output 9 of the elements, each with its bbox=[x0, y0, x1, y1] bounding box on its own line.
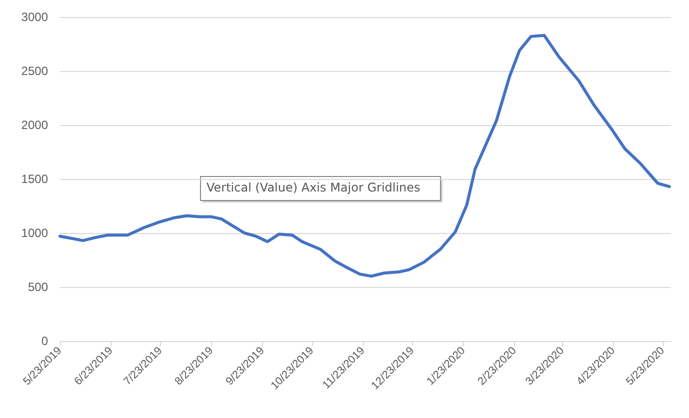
annotation: Vertical (Value) Axis Major Gridlines bbox=[206, 180, 420, 194]
line-series bbox=[58, 34, 671, 278]
y-tick-label: 3000 bbox=[21, 10, 48, 24]
y-tick-label: 1500 bbox=[21, 172, 48, 186]
y-tick-label: 2000 bbox=[21, 118, 48, 132]
y-tick-label: 500 bbox=[28, 280, 48, 294]
y-tick-label: 2500 bbox=[21, 64, 48, 78]
y-tick-label: 1000 bbox=[21, 226, 48, 240]
y-tick-label: 0 bbox=[41, 334, 48, 348]
